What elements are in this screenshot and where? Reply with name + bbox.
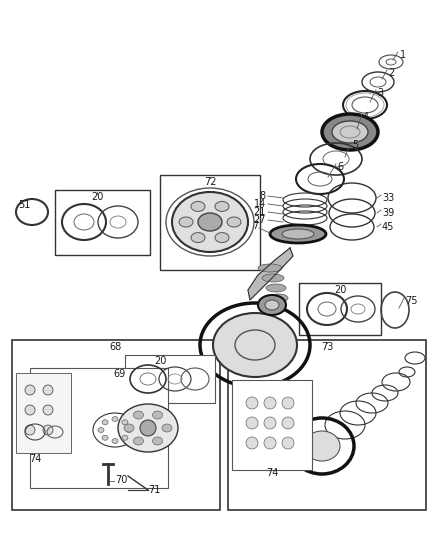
Text: 1: 1 — [400, 50, 406, 60]
Ellipse shape — [112, 416, 118, 422]
Ellipse shape — [213, 313, 297, 377]
Text: 72: 72 — [204, 177, 216, 187]
Ellipse shape — [258, 295, 286, 315]
Text: 27: 27 — [254, 215, 266, 225]
Text: 51: 51 — [18, 200, 30, 210]
Ellipse shape — [122, 435, 128, 440]
Ellipse shape — [282, 229, 314, 239]
Circle shape — [43, 425, 53, 435]
Circle shape — [282, 417, 294, 429]
Bar — [125, 355, 215, 403]
Text: 21: 21 — [254, 207, 266, 217]
Circle shape — [264, 417, 276, 429]
Bar — [16, 373, 71, 453]
Ellipse shape — [270, 294, 288, 302]
Text: 3: 3 — [377, 88, 383, 98]
Bar — [30, 368, 168, 488]
Ellipse shape — [198, 213, 222, 231]
Ellipse shape — [152, 437, 162, 445]
Bar — [55, 190, 150, 255]
Bar — [228, 340, 426, 510]
Text: 7: 7 — [252, 221, 258, 231]
Text: 71: 71 — [148, 485, 160, 495]
Text: 39: 39 — [382, 208, 394, 218]
Ellipse shape — [262, 274, 284, 282]
Ellipse shape — [152, 411, 162, 419]
Text: 6: 6 — [337, 162, 343, 172]
Ellipse shape — [118, 404, 178, 452]
Ellipse shape — [266, 284, 286, 292]
Circle shape — [282, 397, 294, 409]
Text: 70: 70 — [115, 475, 127, 485]
Circle shape — [25, 405, 35, 415]
Ellipse shape — [322, 114, 378, 150]
Text: 4: 4 — [363, 112, 369, 122]
Ellipse shape — [134, 437, 144, 445]
Ellipse shape — [304, 431, 340, 461]
Circle shape — [43, 405, 53, 415]
Text: 2: 2 — [388, 68, 394, 78]
Circle shape — [43, 385, 53, 395]
Ellipse shape — [265, 300, 279, 310]
Text: 73: 73 — [321, 342, 333, 352]
Ellipse shape — [162, 424, 172, 432]
Ellipse shape — [124, 424, 134, 432]
Ellipse shape — [102, 435, 108, 440]
Ellipse shape — [191, 201, 205, 212]
Ellipse shape — [102, 419, 108, 425]
Ellipse shape — [270, 225, 326, 243]
Circle shape — [140, 420, 156, 436]
Ellipse shape — [258, 264, 282, 272]
Text: 74: 74 — [266, 468, 278, 478]
Ellipse shape — [215, 201, 229, 212]
Circle shape — [246, 417, 258, 429]
Text: 20: 20 — [154, 356, 166, 366]
Ellipse shape — [215, 232, 229, 243]
Ellipse shape — [122, 419, 128, 425]
Text: 68: 68 — [110, 342, 122, 352]
Ellipse shape — [179, 217, 193, 227]
Circle shape — [282, 437, 294, 449]
Ellipse shape — [126, 427, 132, 432]
Text: 45: 45 — [382, 222, 394, 232]
Ellipse shape — [112, 439, 118, 443]
Text: 8: 8 — [260, 191, 266, 201]
Text: 14: 14 — [254, 199, 266, 209]
Bar — [299, 283, 381, 335]
Circle shape — [246, 437, 258, 449]
Text: 20: 20 — [334, 285, 346, 295]
Ellipse shape — [191, 232, 205, 243]
Circle shape — [25, 425, 35, 435]
Ellipse shape — [332, 121, 368, 143]
Text: 20: 20 — [91, 192, 103, 202]
Ellipse shape — [227, 217, 241, 227]
Bar — [12, 340, 220, 510]
Circle shape — [264, 397, 276, 409]
Circle shape — [246, 397, 258, 409]
Polygon shape — [248, 248, 293, 300]
Text: 74: 74 — [29, 454, 41, 464]
Bar — [160, 175, 260, 270]
Text: 5: 5 — [352, 140, 358, 150]
Text: 33: 33 — [382, 193, 394, 203]
Ellipse shape — [134, 411, 144, 419]
Circle shape — [25, 385, 35, 395]
Text: 75: 75 — [405, 296, 417, 306]
Circle shape — [264, 437, 276, 449]
Text: 69: 69 — [114, 369, 126, 379]
Bar — [232, 380, 312, 470]
Ellipse shape — [98, 427, 104, 432]
Ellipse shape — [172, 192, 248, 252]
